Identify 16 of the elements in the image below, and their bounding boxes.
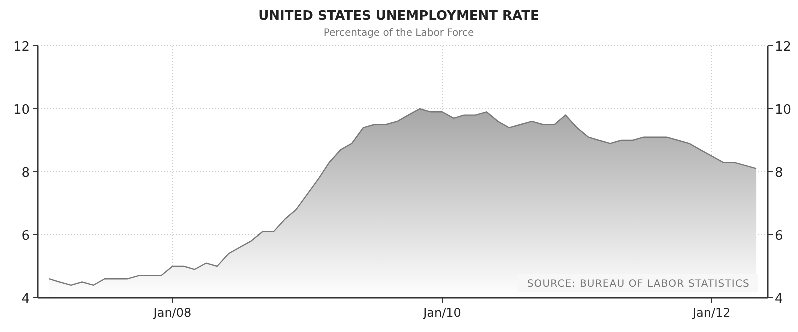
x-tick-label: Jan/12 bbox=[692, 306, 731, 320]
y2-tick-label: 12 bbox=[775, 40, 792, 55]
y-tick-label: 12 bbox=[13, 40, 30, 55]
y-tick-label: 4 bbox=[22, 292, 30, 307]
y2-tick-label: 10 bbox=[775, 103, 792, 118]
y2-tick-label: 4 bbox=[775, 292, 784, 307]
y-tick-label: 10 bbox=[13, 103, 30, 118]
y-tick-label: 6 bbox=[22, 229, 30, 244]
annotation: SOURCE: BUREAU OF LABOR STATISTICS bbox=[527, 279, 750, 290]
y2-tick-label: 6 bbox=[775, 229, 784, 244]
y-tick-label: 8 bbox=[22, 166, 30, 181]
x-tick-label: Jan/10 bbox=[422, 306, 462, 320]
chart-subtitle: Percentage of the Labor Force bbox=[324, 28, 474, 39]
chart-title: UNITED STATES UNEMPLOYMENT RATE bbox=[258, 9, 540, 24]
x-tick-label: Jan/08 bbox=[152, 306, 192, 320]
y2-tick-label: 8 bbox=[775, 166, 784, 181]
